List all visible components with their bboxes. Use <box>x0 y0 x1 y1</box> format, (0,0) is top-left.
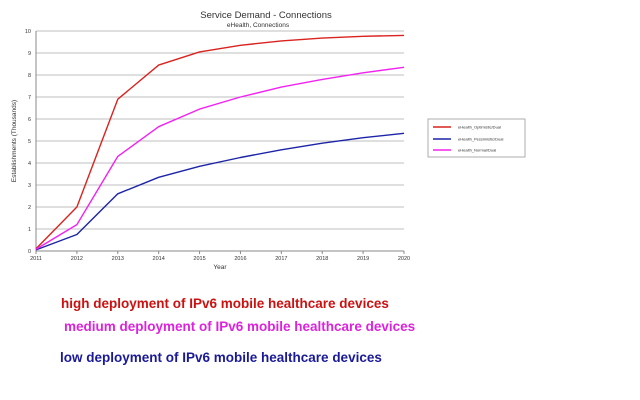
x-tick-label: 2012 <box>71 256 83 262</box>
series-line-3 <box>35 66 405 250</box>
y-tick-labels: 0 1 2 3 4 5 6 7 8 9 10 <box>25 29 31 255</box>
caption-high-deployment: high deployment of IPv6 mobile healthcar… <box>61 296 389 311</box>
x-tick-label: 2019 <box>357 256 369 262</box>
x-tick-label: 2014 <box>153 256 165 262</box>
y-axis-label: Establishments (Thousands) <box>11 100 18 182</box>
caption-medium-deployment: medium deployment of IPv6 mobile healthc… <box>64 319 416 334</box>
x-tick-label: 2011 <box>30 256 42 262</box>
legend-items: eHealth_Optimistic/Dual eHealth_Pessimist… <box>433 125 503 153</box>
y-tick-label: 5 <box>28 139 31 145</box>
y-tick-label: 7 <box>28 95 31 101</box>
x-tick-label: 2020 <box>398 256 410 262</box>
legend-label: eHealth_Optimistic/Dual <box>458 125 501 130</box>
chart-subtitle: eHealth, Connections <box>227 22 290 29</box>
x-tick-label: 2015 <box>193 256 205 262</box>
y-tick-label: 10 <box>25 29 31 35</box>
legend: eHealth_Optimistic/Dual eHealth_Pessimist… <box>427 118 526 158</box>
y-tick-label: 0 <box>28 249 31 255</box>
y-tick-label: 9 <box>28 51 31 57</box>
x-tick-label: 2013 <box>112 256 124 262</box>
y-tick-label: 8 <box>28 73 31 79</box>
series-lines <box>35 34 405 251</box>
legend-label: eHealth_Normal/Dual <box>458 148 496 153</box>
grid-lines <box>36 30 404 230</box>
y-tick-label: 2 <box>28 205 31 211</box>
caption-low-deployment: low deployment of IPv6 mobile healthcare… <box>60 350 382 365</box>
x-tick-label: 2016 <box>234 256 246 262</box>
y-tick-label: 1 <box>28 227 31 233</box>
series-line-1 <box>35 34 405 250</box>
y-tick-label: 4 <box>28 161 31 167</box>
x-tick-label: 2017 <box>275 256 287 262</box>
x-axis-label: Year <box>213 264 227 271</box>
x-tick-labels: 2011 2012 2013 2014 2015 2016 2017 2018 2019 2020 <box>30 251 410 262</box>
legend-label: eHealth_Pessimistic/Dual <box>458 137 503 142</box>
y-tick-label: 3 <box>28 183 31 189</box>
series-line-2 <box>35 132 405 251</box>
axes <box>35 31 404 252</box>
chart-title: Service Demand - Connections <box>200 10 332 21</box>
x-tick-label: 2018 <box>316 256 328 262</box>
y-tick-label: 6 <box>28 117 31 123</box>
